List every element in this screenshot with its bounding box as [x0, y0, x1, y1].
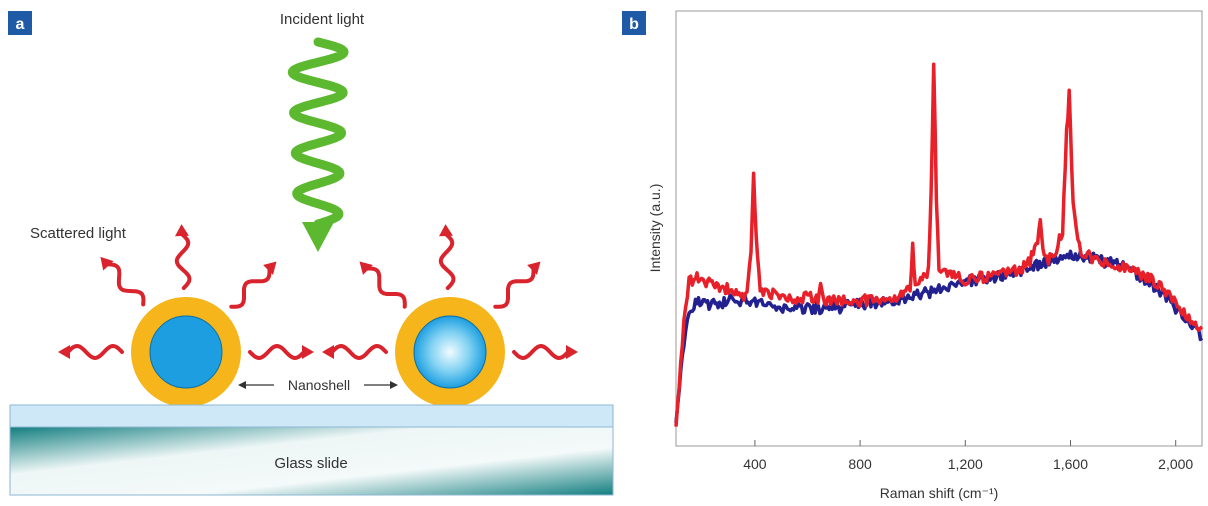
scatter-arrow	[438, 232, 456, 290]
scatter-arrow-head	[566, 345, 578, 359]
scattered-light-label: Scattered light	[30, 225, 127, 242]
x-tick-label: 400	[743, 456, 767, 472]
x-tick-label: 1,200	[948, 456, 983, 472]
scatter-arrow	[105, 262, 146, 307]
panel-b-badge-label: b	[629, 16, 639, 33]
series-red-line	[674, 62, 1204, 427]
nanoshell-left	[131, 297, 241, 407]
scatter-arrow-head	[322, 345, 334, 359]
scatter-arrow	[229, 266, 272, 309]
scatter-arrow-head	[302, 345, 314, 359]
scatter-arrow-head	[359, 261, 373, 275]
scatter-arrow-head	[175, 224, 189, 237]
scatter-arrow-head	[100, 256, 114, 271]
scatter-arrow-head	[527, 261, 541, 275]
scatter-arrow	[248, 343, 306, 361]
nanoshell-callout: Nanoshell	[238, 377, 398, 393]
x-axis-label: Raman shift (cm⁻¹)	[880, 485, 999, 501]
scatter-arrow	[512, 343, 570, 361]
glass-slide: Glass slide	[9, 404, 614, 496]
x-axis-ticks: 400 800 1,200 1,600 2,000	[743, 440, 1193, 472]
scatter-arrow-head	[58, 345, 70, 359]
panel-b: b 400 800 1,200 1,600 2,000 Intensity (a.u.)…	[622, 10, 1204, 501]
scatter-arrow-head	[439, 224, 453, 237]
scatter-arrow	[493, 266, 536, 309]
nanoshell-label: Nanoshell	[288, 377, 350, 393]
panel-a: a Incident light Scattered light N	[8, 11, 614, 496]
series-blue-line	[674, 249, 1204, 424]
nanoshell-right	[395, 297, 505, 407]
x-tick-label: 2,000	[1158, 456, 1193, 472]
scatter-arrow-head	[263, 261, 277, 275]
chart-series	[674, 62, 1204, 427]
x-tick-label: 800	[848, 456, 872, 472]
scatter-arrow	[174, 232, 192, 290]
panel-a-badge	[8, 11, 32, 35]
incident-light-arrow	[287, 37, 349, 252]
scatter-arrow	[364, 266, 407, 309]
panel-a-badge-label: a	[16, 16, 25, 33]
panel-b-badge	[622, 11, 646, 35]
scatter-arrow	[66, 343, 124, 361]
scatter-arrow	[330, 343, 388, 361]
y-axis-label: Intensity (a.u.)	[647, 184, 663, 273]
x-tick-label: 1,600	[1053, 456, 1088, 472]
incident-light-label: Incident light	[280, 11, 365, 28]
scattered-light-arrows	[58, 224, 578, 361]
glass-slide-label: Glass slide	[274, 455, 347, 472]
